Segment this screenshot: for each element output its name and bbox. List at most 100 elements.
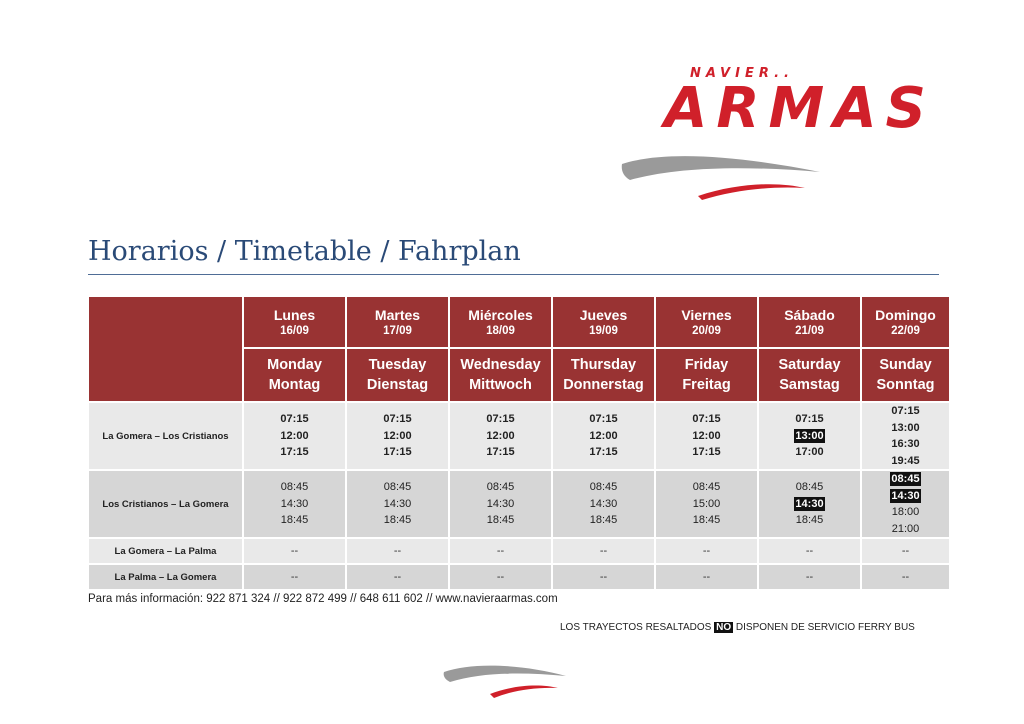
departure-time-line: 08:45 (450, 479, 551, 496)
departure-time: 08:45 (692, 481, 721, 494)
route-row: La Gomera – Los Cristianos 07:15 12:00 17:1… (87, 401, 951, 471)
departure-times-cell: 07:15 12:00 17:15 (242, 401, 347, 471)
departure-time: 21:00 (891, 522, 920, 535)
departure-time-line: 17:15 (450, 444, 551, 461)
day-name-es: Viernes (681, 306, 732, 323)
departure-time-line: 07:15 (553, 411, 654, 428)
departure-time-highlighted: 14:30 (890, 488, 921, 503)
departure-times-cell: 08:45 14:30 18:45 (345, 469, 450, 539)
note-highlight: NO (714, 622, 734, 633)
day-name-es: Lunes (273, 306, 316, 323)
day-name-es: Jueves (579, 306, 628, 323)
naviera-armas-logo: NAVIER.. ARMAS (620, 60, 950, 210)
departure-time-line: 21:00 (862, 521, 949, 538)
departure-times-cell: 07:15 13:00 17:00 (757, 401, 862, 471)
day-date: 17/09 (383, 324, 412, 337)
day-name-cell: Monday Montag (242, 347, 347, 403)
departure-times-cell: 08:45 14:30 18:45 (242, 469, 347, 539)
departure-time-line: 17:15 (244, 444, 345, 461)
departure-time-line: 14:30 (759, 496, 860, 513)
departure-time-line: 07:15 (759, 411, 860, 428)
day-header-cell: Lunes 16/09 (242, 295, 347, 349)
departure-time-line: 13:00 (862, 420, 949, 437)
departure-time-line: 08:45 (656, 479, 757, 496)
departure-time-line: 17:00 (759, 444, 860, 461)
departure-time: 15:00 (692, 497, 721, 510)
no-service-cell: -- (551, 563, 656, 591)
day-name-de: Samstag (779, 377, 840, 393)
departure-times-cell: 07:15 12:00 17:15 (448, 401, 553, 471)
logo-armas-text: ARMAS (664, 76, 935, 141)
departure-time: 12:00 (280, 429, 309, 442)
departure-time: 17:00 (795, 446, 824, 459)
day-name-en: Friday (684, 357, 729, 373)
day-name-en: Sunday (879, 357, 932, 373)
day-name-de: Donnerstag (563, 377, 644, 393)
no-service-cell: -- (757, 537, 862, 565)
departure-times-cell: 07:15 12:00 17:15 (345, 401, 450, 471)
departure-time-line: 07:15 (450, 411, 551, 428)
no-service-cell: -- (654, 537, 759, 565)
departure-time: 17:15 (383, 446, 412, 459)
departure-time: 18:45 (280, 514, 309, 527)
no-service-cell: -- (551, 537, 656, 565)
departure-time: 12:00 (692, 429, 721, 442)
departure-times-cell: 08:45 14:30 18:45 (551, 469, 656, 539)
departure-time: 07:15 (486, 413, 515, 426)
day-header-cell: Viernes 20/09 (654, 295, 759, 349)
day-name-cell: Saturday Samstag (757, 347, 862, 403)
departure-time: 18:45 (589, 514, 618, 527)
departure-time: 16:30 (891, 438, 920, 450)
departure-time: 12:00 (383, 429, 412, 442)
departure-time-line: 07:15 (244, 411, 345, 428)
departure-time: 14:30 (486, 497, 515, 510)
no-service-cell: -- (654, 563, 759, 591)
departure-time: 14:30 (280, 497, 309, 510)
day-name-de: Freitag (682, 377, 731, 393)
day-name-de: Mittwoch (469, 377, 532, 393)
departure-time: 08:45 (795, 481, 824, 494)
header-row-spanish: Lunes 16/09 Martes 17/09 Miércoles 18/09 Jueve… (87, 295, 951, 403)
departure-time: 07:15 (280, 413, 309, 426)
departure-time-line: 14:30 (862, 488, 949, 505)
departure-time: 08:45 (383, 481, 412, 494)
departure-time-highlighted: 14:30 (794, 496, 825, 511)
departure-time-line: 12:00 (244, 428, 345, 445)
no-service-cell: -- (757, 563, 862, 591)
timetable: Lunes 16/09 Martes 17/09 Miércoles 18/09 Jueve… (87, 295, 951, 591)
logo-swoosh-icon (621, 156, 820, 200)
departure-time: 08:45 (589, 481, 618, 494)
day-name-en: Monday (267, 357, 322, 373)
no-service-cell: -- (345, 537, 450, 565)
departure-time-line: 18:45 (759, 512, 860, 529)
departure-times-cell: 07:15 12:00 17:15 (551, 401, 656, 471)
route-name: Los Cristianos – La Gomera (87, 469, 244, 539)
departure-time-highlighted: 13:00 (794, 428, 825, 443)
departure-time-line: 08:45 (244, 479, 345, 496)
departure-time-line: 12:00 (347, 428, 448, 445)
departure-time-line: 18:45 (347, 512, 448, 529)
header-corner (87, 295, 244, 403)
departure-time-line: 08:45 (862, 471, 949, 488)
departure-time: 07:15 (795, 413, 824, 426)
day-name-de: Montag (268, 377, 321, 393)
departure-time: 18:45 (383, 514, 412, 527)
departure-time: 18:00 (891, 506, 920, 518)
departure-time-line: 12:00 (553, 428, 654, 445)
departure-time-line: 07:15 (347, 411, 448, 428)
departure-time-line: 14:30 (553, 496, 654, 513)
departure-times-cell: 07:15 12:00 17:15 (654, 401, 759, 471)
footer-swoosh-icon (443, 665, 566, 698)
no-service-cell: -- (860, 537, 951, 565)
day-name-cell: Wednesday Mittwoch (448, 347, 553, 403)
departure-time-line: 12:00 (656, 428, 757, 445)
departure-time-line: 08:45 (347, 479, 448, 496)
logo-naviera-text: NAVIER.. (690, 66, 794, 81)
departure-times-cell: 08:45 15:00 18:45 (654, 469, 759, 539)
no-service-cell: -- (242, 537, 347, 565)
departure-time: 17:15 (692, 446, 721, 459)
day-date: 19/09 (589, 324, 618, 337)
day-date: 21/09 (795, 324, 824, 337)
day-header-cell: Jueves 19/09 (551, 295, 656, 349)
page-title: Horarios / Timetable / Fahrplan (88, 236, 521, 267)
